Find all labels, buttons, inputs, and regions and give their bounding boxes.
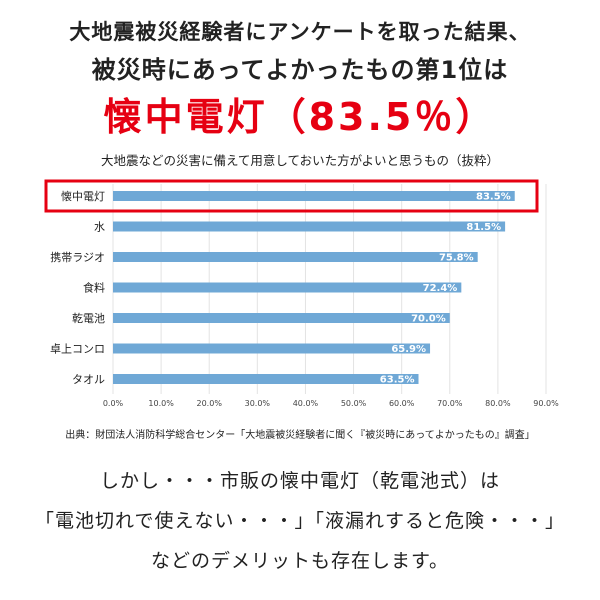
category-label: 乾電池: [72, 312, 105, 325]
footer-line-1: しかし・・・市販の懐中電灯（乾電池式）は: [99, 470, 500, 492]
bar: [113, 191, 515, 201]
x-tick-label: 10.0%: [148, 399, 174, 408]
x-tick-label: 50.0%: [341, 399, 367, 408]
category-label: 卓上コンロ: [50, 343, 105, 356]
category-label: 携帯ラジオ: [50, 250, 105, 264]
footer-line-2: 「電池切れで使えない・・・」「液漏れすると危険・・・」: [35, 510, 565, 532]
x-tick-label: 60.0%: [389, 399, 415, 408]
bar-value-label: 72.4%: [423, 283, 458, 294]
headline-highlight: 懐中電灯（83.5％）: [103, 95, 497, 139]
bar-value-label: 75.8%: [439, 253, 474, 264]
category-label: 食料: [83, 281, 105, 295]
category-label: タオル: [72, 373, 105, 386]
highlight-frame: [44, 179, 539, 213]
x-tick-label: 0.0%: [103, 399, 124, 408]
x-tick-label: 30.0%: [245, 399, 271, 408]
x-tick-label: 70.0%: [437, 399, 463, 408]
chart-bars: 83.5% 81.5% 75.8% 72.4% 70.0% 65.9% 63.5%: [113, 191, 515, 386]
bar-value-label: 65.9%: [391, 344, 426, 355]
bar-chart: 83.5% 81.5% 75.8% 72.4% 70.0% 65.9% 63.5% 懐中電灯…: [44, 179, 559, 408]
bar: [113, 252, 478, 262]
category-label: 懐中電灯: [61, 189, 105, 203]
source-note: 出典：財団法人消防科学総合センター「大地震被災経験者に聞く『被災時にあってよかっ…: [65, 430, 535, 441]
x-tick-labels: 0.0% 10.0% 20.0% 30.0% 40.0% 50.0% 60.0% 70.0% 8…: [103, 399, 559, 408]
bar-value-label: 83.5%: [476, 192, 511, 203]
x-tick-label: 80.0%: [485, 399, 511, 408]
bar: [113, 221, 506, 232]
bar-value-label: 63.5%: [380, 375, 415, 386]
bar: [113, 282, 462, 293]
bar: [113, 374, 419, 384]
bar: [113, 343, 431, 354]
headline-line-2: 被災時にあってよかったもの第1位は: [91, 56, 509, 84]
bar: [113, 313, 450, 323]
headline-line-1: 大地震被災経験者にアンケートを取った結果、: [69, 20, 531, 44]
bar-value-label: 81.5%: [466, 222, 501, 233]
x-tick-label: 40.0%: [293, 399, 319, 408]
bar-value-label: 70.0%: [411, 314, 446, 325]
footer-line-3: などのデメリットも存在します。: [150, 550, 450, 572]
x-tick-label: 20.0%: [197, 399, 223, 408]
chart-title: 大地震などの災害に備えて用意しておいた方がよいと思うもの（抜粋）: [100, 153, 499, 168]
category-label: 水: [94, 221, 105, 234]
x-tick-label: 90.0%: [533, 399, 559, 408]
